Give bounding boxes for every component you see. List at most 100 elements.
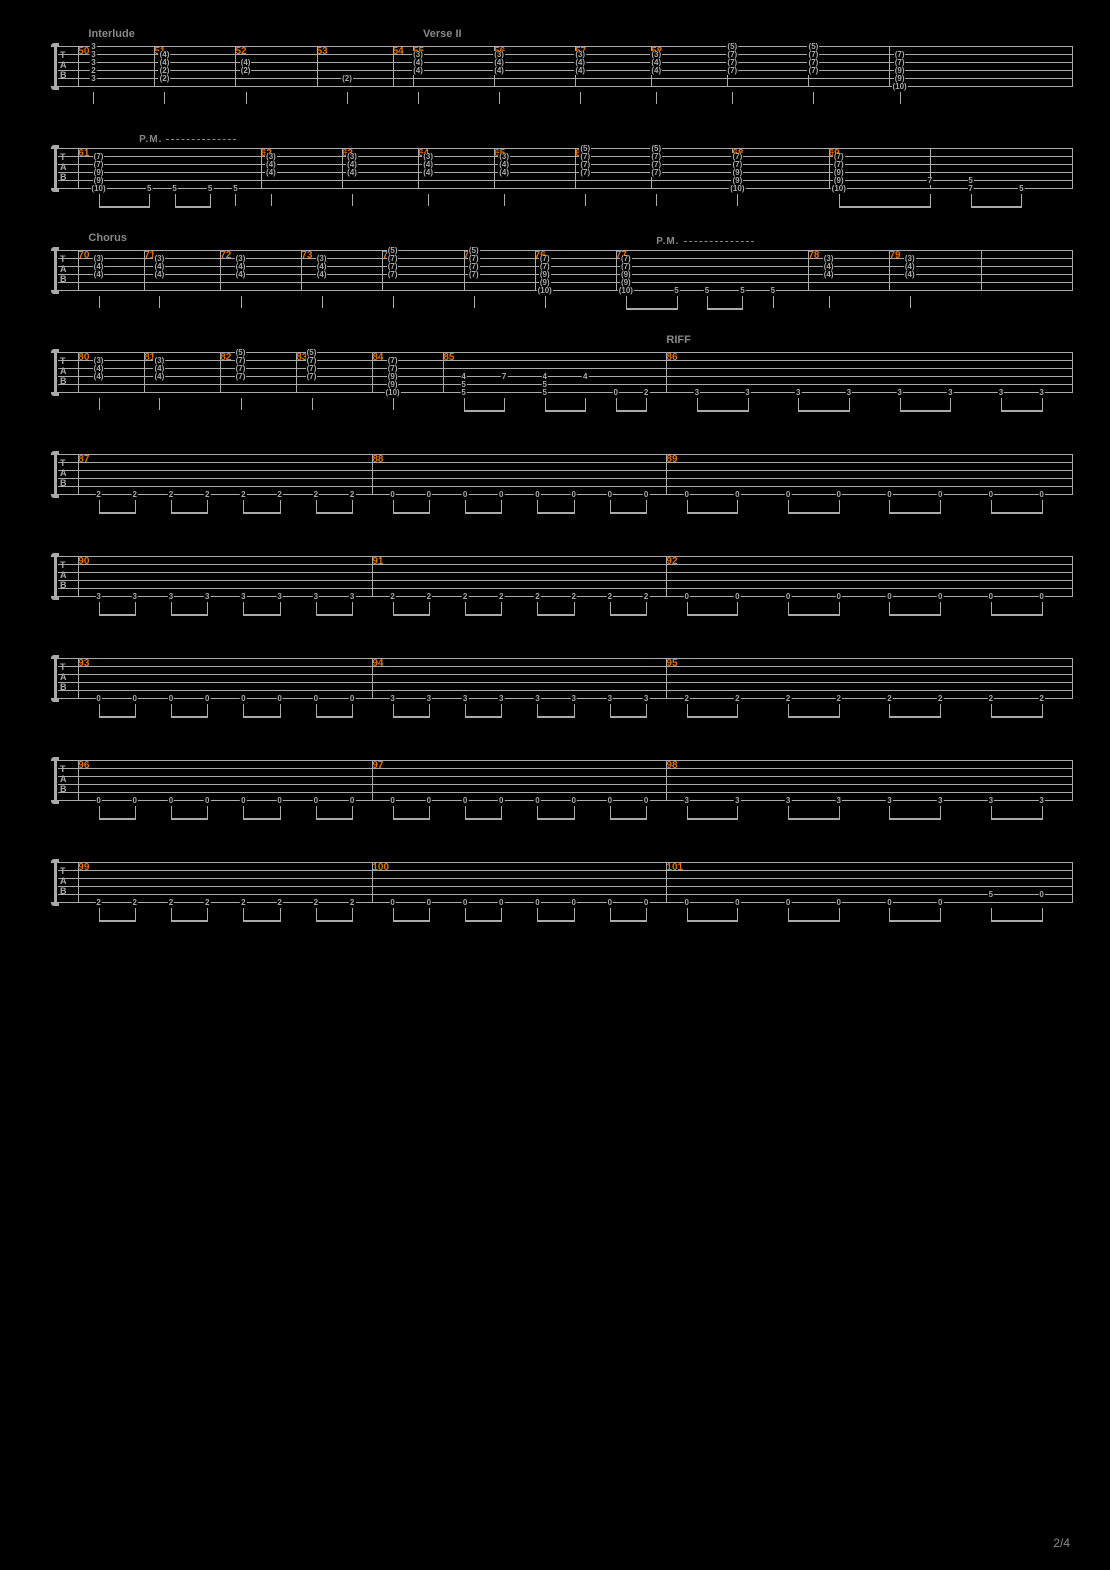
fret-number: (10) [384,389,400,397]
fret-number: 0 [389,797,395,805]
fret-number: 0 [132,695,138,703]
fret-number: 3 [785,797,791,805]
section-label: Interlude [88,28,134,40]
fret-number: 3 [998,389,1004,397]
fret-number: 3 [1038,797,1044,805]
fret-number: 0 [534,899,540,907]
fret-number: (4) [650,67,662,75]
fret-number: 2 [534,593,540,601]
fret-number: 2 [168,899,174,907]
tab-clef: TAB [60,254,67,284]
fret-number: 0 [785,593,791,601]
fret-number: 2 [570,593,576,601]
palm-mute-label: P.M. [656,236,753,247]
fret-number: 2 [204,491,210,499]
fret-number: 0 [570,491,576,499]
fret-number: 5 [207,185,213,193]
fret-number: 3 [795,389,801,397]
tab-staff: TAB222222220000000000000000 [58,454,1072,504]
fret-number: 0 [937,899,943,907]
fret-number: 0 [426,797,432,805]
fret-number: 0 [683,899,689,907]
tab-staff: TAB(3)(4)(4)(3)(4)(4)(3)(4)(4)(3)(4)(4)(… [58,250,1072,300]
fret-number: 0 [643,797,649,805]
fret-number: 3 [570,695,576,703]
tab-staff: TAB(7)(7)(9)(9)(10)5555(3)(4)(4)(3)(4)(4… [58,148,1072,198]
fret-number: (7) [306,373,318,381]
fret-number: 0 [937,593,943,601]
fret-number: 2 [643,593,649,601]
fret-number: 0 [683,593,689,601]
fret-number: 0 [95,797,101,805]
fret-number: (7) [726,67,738,75]
fret-number: 3 [313,593,319,601]
fret-number: 2 [683,695,689,703]
fret-number: 0 [426,899,432,907]
fret-number: 3 [95,593,101,601]
fret-number: 0 [389,491,395,499]
fret-number: 2 [132,899,138,907]
fret-number: 0 [349,797,355,805]
tab-staff: TAB222222220000000000000050 [58,862,1072,912]
fret-number: 0 [313,695,319,703]
fret-number: 0 [734,899,740,907]
fret-number: 3 [683,797,689,805]
fret-number: 2 [349,899,355,907]
fret-number: 0 [498,797,504,805]
tab-system: 878889TAB222222220000000000000000 [40,454,1070,504]
tab-system: InterludeVerse II5051525354555657585960T… [40,46,1070,96]
fret-number: 3 [90,75,96,83]
tab-staff: TAB33323(4)(4)(2)(2)(4)(2)(2)(3)(4)(4)(3… [58,46,1072,96]
tab-system: 909192TAB333333332222222200000000 [40,556,1070,606]
fret-number: (4) [154,271,166,279]
fret-number: 3 [643,695,649,703]
fret-number: 5 [1018,185,1024,193]
fret-number: (4) [493,67,505,75]
fret-number: (10) [537,287,553,295]
tab-clef: TAB [60,50,67,80]
fret-number: 2 [498,593,504,601]
fret-number: 3 [534,695,540,703]
fret-number: 5 [171,185,177,193]
fret-number: 0 [313,797,319,805]
fret-number: 2 [734,695,740,703]
fret-number: 0 [426,491,432,499]
fret-number: (7) [387,271,399,279]
fret-number: 0 [683,491,689,499]
fret-number: 0 [204,797,210,805]
tab-system: P.M.616263646566676869TAB(7)(7)(9)(9)(10… [40,148,1070,198]
fret-number: 0 [132,797,138,805]
fret-number: 0 [462,491,468,499]
page-number: 2/4 [1053,1536,1070,1550]
fret-number: 0 [498,899,504,907]
fret-number: (4) [422,169,434,177]
fret-number: 3 [1038,389,1044,397]
fret-number: 3 [734,797,740,805]
fret-number: (4) [904,271,916,279]
fret-number: 0 [734,593,740,601]
fret-number: 2 [836,695,842,703]
tab-staff: TAB000000003333333322222222 [58,658,1072,708]
fret-number: 2 [95,491,101,499]
fret-number: 3 [132,593,138,601]
fret-number: (7) [235,373,247,381]
fret-number: 2 [462,593,468,601]
fret-number: (4) [235,271,247,279]
fret-number: 3 [498,695,504,703]
tab-clef: TAB [60,866,67,896]
fret-number: 0 [643,899,649,907]
fret-number: 0 [349,695,355,703]
tab-staff: TAB333333332222222200000000 [58,556,1072,606]
fret-number: 3 [896,389,902,397]
tab-staff: TAB000000000000000033333333 [58,760,1072,810]
fret-number: 2 [240,899,246,907]
tab-system: 969798TAB000000000000000033333333 [40,760,1070,810]
fret-number: 2 [1038,695,1044,703]
fret-number: 0 [937,491,943,499]
fret-number: 0 [607,797,613,805]
fret-number: 0 [988,491,994,499]
fret-number: 7 [501,373,507,381]
fret-number: 0 [836,491,842,499]
fret-number: (2) [240,67,252,75]
fret-number: 3 [846,389,852,397]
